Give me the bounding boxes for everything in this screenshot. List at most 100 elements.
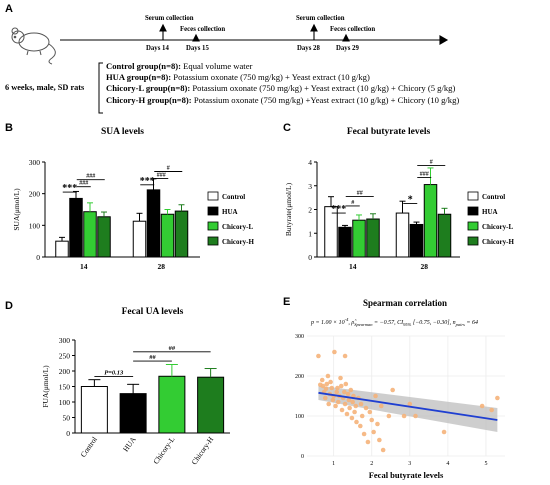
timeline-day15: Days 15	[186, 45, 209, 52]
y-axis-label: FUA(μmol/L)	[41, 365, 50, 408]
panel-letter-a: A	[5, 3, 13, 15]
bar	[437, 213, 452, 258]
legend-label: Control	[482, 193, 505, 201]
group-desc: Potassium oxonate (750 mg/kg) +Yeast ext…	[191, 94, 460, 105]
y-tick-label: 200	[59, 367, 71, 376]
legend-label: Chicory-H	[482, 238, 514, 246]
bar	[146, 189, 161, 258]
bar	[158, 375, 186, 434]
legend-label: Chicory-L	[222, 223, 253, 231]
bar	[97, 216, 111, 258]
group-line-hua: HUA group(n=8): Potassium oxonate (750 m…	[106, 72, 459, 83]
x-tick-label: 14	[349, 262, 357, 271]
scatter-point	[365, 439, 371, 445]
x-tick-label: 5	[484, 461, 487, 467]
rats-label: 6 weeks, male, SD rats	[5, 83, 85, 92]
group-desc: Potassium oxonate (750 mg/kg) + Yeast ex…	[190, 83, 456, 94]
x-tick-label: 28	[158, 262, 166, 271]
x-tick-label: Chicory-L	[151, 435, 177, 466]
significance-label: ***	[331, 204, 346, 215]
significance-label: ###	[86, 174, 95, 180]
bar	[80, 386, 108, 434]
scatter-point	[335, 399, 341, 405]
chart-title: Fecal UA levels	[122, 307, 184, 317]
legend-swatch	[207, 191, 219, 201]
significance-label: ***	[140, 176, 155, 187]
y-tick-label: 100	[59, 398, 71, 407]
scatter-point	[319, 377, 325, 383]
significance-label: #	[167, 166, 170, 172]
timeline-day29: Days 29	[336, 45, 359, 52]
y-tick-label: 200	[295, 374, 304, 380]
scatter-point	[375, 421, 380, 427]
significance-label: ##	[149, 354, 156, 361]
legend-swatch	[207, 221, 219, 231]
bar	[366, 218, 380, 258]
legend-swatch	[467, 191, 479, 201]
significance-label: ##	[169, 345, 176, 352]
significance-label: *	[408, 195, 413, 206]
scatter-point	[371, 429, 376, 435]
stats-text-part: pairs	[455, 322, 466, 327]
scatter-point	[334, 389, 339, 395]
y-tick-label: 0	[66, 429, 70, 438]
panel-letter-d: D	[5, 300, 13, 312]
scatter-point	[328, 379, 333, 385]
stats-text-part: = 64	[465, 319, 478, 326]
scatter-point	[316, 353, 321, 359]
y-tick-label: 0	[301, 454, 304, 460]
chart-fecal-butyrate: Fecal butyrate levels 0 1 2 3 4 Butyrate(μmol/…	[284, 127, 514, 271]
x-tick-label: 2	[370, 461, 373, 467]
significance-label: P=0.13	[104, 370, 124, 377]
scatter-point	[489, 407, 494, 413]
timeline-serum-2: Serum collection	[296, 15, 345, 22]
group-name: Control group(n=8):	[106, 61, 182, 71]
group-line-control: Control group(n=8): Equal volume water	[106, 61, 459, 72]
y-tick-label: 1	[308, 229, 312, 238]
timeline-day28: Days 28	[297, 45, 320, 52]
group-name: Chicory-H group(n=8):	[106, 94, 192, 105]
scatter-point	[338, 375, 343, 381]
bar	[69, 197, 83, 258]
scatter-point	[441, 429, 447, 435]
bar	[119, 393, 147, 434]
x-tick-label: HUA	[121, 435, 138, 454]
scatter-point	[324, 381, 330, 387]
x-tick-label: 14	[80, 262, 88, 271]
legend-label: HUA	[222, 208, 238, 216]
x-tick-label: 1	[332, 461, 335, 467]
scatter-point	[342, 389, 347, 395]
scatter-point	[320, 383, 326, 389]
bar	[409, 223, 424, 258]
y-tick-label: 100	[29, 221, 41, 230]
legend-swatch	[467, 236, 479, 246]
bar	[55, 240, 69, 258]
group-desc: Equal volume water	[181, 61, 253, 71]
scatter-point	[325, 373, 331, 379]
scatter-point	[342, 353, 348, 359]
legend-swatch	[467, 206, 479, 216]
scatter-point	[354, 419, 359, 425]
panel-letter-e: E	[283, 296, 291, 308]
scatter-point	[350, 399, 355, 405]
scatter-point	[339, 407, 345, 413]
x-tick-label: 4	[446, 461, 449, 467]
scatter-point	[342, 401, 348, 407]
stats-text-part: [−0.75, −0.30], n	[411, 320, 455, 326]
bar	[174, 210, 189, 258]
scatter-point	[348, 387, 354, 393]
timeline-day14: Days 14	[146, 45, 169, 52]
rat-icon	[11, 27, 56, 65]
x-tick-label: 28	[421, 262, 429, 271]
scatter-point	[358, 401, 364, 407]
scatter-point	[363, 405, 369, 411]
x-tick-label: Control	[78, 435, 99, 459]
scatter-point	[346, 397, 352, 403]
scatter-point	[323, 386, 329, 392]
bar	[160, 213, 175, 258]
significance-label: ##	[357, 190, 363, 196]
chart-title: SUA levels	[101, 127, 144, 137]
legend-label: HUA	[482, 208, 498, 216]
stats-text-part: p = 1.00 × 10	[310, 320, 345, 326]
